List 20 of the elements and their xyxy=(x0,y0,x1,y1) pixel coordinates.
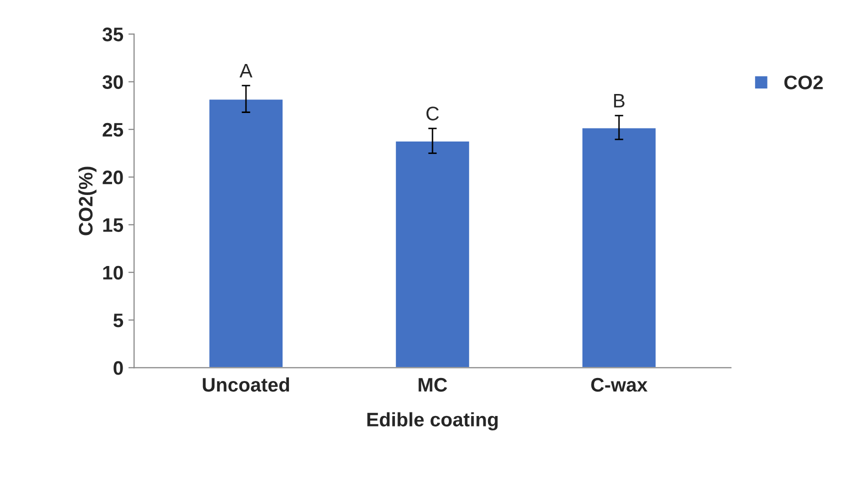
annotation: B xyxy=(614,94,624,108)
x-tick-label: MC xyxy=(418,378,448,392)
y-tick-label: 10 xyxy=(103,266,123,280)
y-tick-label: 15 xyxy=(103,218,124,232)
y-tick-label: 0 xyxy=(114,361,123,375)
annotation: C xyxy=(426,106,439,120)
x-tick-label: Uncoated xyxy=(202,377,290,392)
x-tick-label: C-wax xyxy=(591,378,648,392)
bar xyxy=(208,98,284,368)
bar xyxy=(581,126,658,368)
y-axis-title: CO2(%) xyxy=(78,166,96,236)
annotation: A xyxy=(240,64,252,78)
y-tick-label: 20 xyxy=(102,170,123,184)
y-tick-label: 30 xyxy=(102,75,123,90)
y-tick-label: 25 xyxy=(102,122,124,137)
y-tick-label: 35 xyxy=(102,28,124,42)
bar xyxy=(394,140,470,368)
y-tick-label: 5 xyxy=(113,314,124,328)
legend-label: CO2 xyxy=(784,76,823,90)
x-axis-title: Edible coating xyxy=(367,412,498,430)
